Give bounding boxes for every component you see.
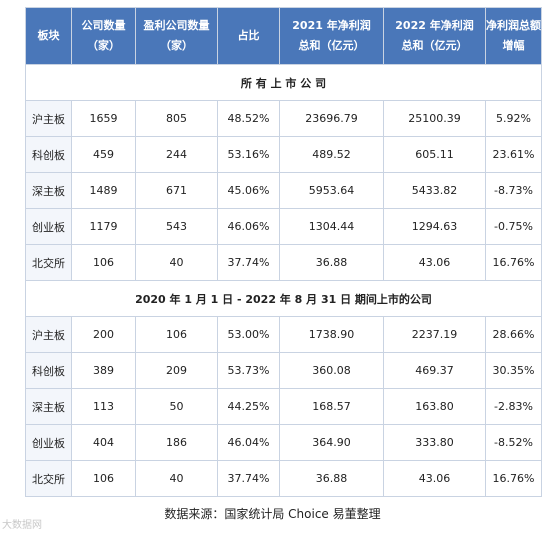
table-cell: 360.08: [279, 352, 384, 389]
table-cell: 48.52%: [217, 100, 280, 137]
table-cell: 40: [135, 244, 218, 281]
table-cell: 106: [71, 244, 136, 281]
table-cell: 364.90: [279, 424, 384, 461]
table-cell: 沪主板: [25, 100, 72, 137]
table-cell: 25100.39: [383, 100, 486, 137]
table-row: 北交所 106 40 37.74% 36.88 43.06 16.76%: [25, 244, 542, 281]
table-cell: 244: [135, 136, 218, 173]
header-growth: 净利润总额 增幅: [485, 7, 542, 65]
table-cell: 科创板: [25, 352, 72, 389]
table-row: 沪主板 200 106 53.00% 1738.90 2237.19 28.66%: [25, 316, 542, 353]
table-cell: 23.61%: [485, 136, 542, 173]
table-cell: 45.06%: [217, 172, 280, 209]
table-cell: 805: [135, 100, 218, 137]
table-cell: 30.35%: [485, 352, 542, 389]
table-cell: 163.80: [383, 388, 486, 425]
data-table: 板块 公司数量 （家） 盈利公司数量 （家） 占比 2021 年净利润 总和（亿元） …: [25, 7, 542, 497]
table-cell: 2237.19: [383, 316, 486, 353]
table-cell: 333.80: [383, 424, 486, 461]
table-cell: 43.06: [383, 460, 486, 497]
table-cell: 671: [135, 172, 218, 209]
table-cell: 106: [71, 460, 136, 497]
table-cell: 53.16%: [217, 136, 280, 173]
table-cell: 1738.90: [279, 316, 384, 353]
table-cell: 40: [135, 460, 218, 497]
table-cell: 53.73%: [217, 352, 280, 389]
table-row: 创业板 404 186 46.04% 364.90 333.80 -8.52%: [25, 424, 542, 461]
table-cell: 50: [135, 388, 218, 425]
table-cell: 389: [71, 352, 136, 389]
table-cell: -2.83%: [485, 388, 542, 425]
table-cell: 53.00%: [217, 316, 280, 353]
table-cell: 5.92%: [485, 100, 542, 137]
table-cell: 113: [71, 388, 136, 425]
table-cell: 37.74%: [217, 460, 280, 497]
table-cell: 1304.44: [279, 208, 384, 245]
table-cell: 200: [71, 316, 136, 353]
table-cell: 1489: [71, 172, 136, 209]
table-row: 科创板 459 244 53.16% 489.52 605.11 23.61%: [25, 136, 542, 173]
table-row: 深主板 113 50 44.25% 168.57 163.80 -2.83%: [25, 388, 542, 425]
table-cell: 186: [135, 424, 218, 461]
table-cell: 469.37: [383, 352, 486, 389]
table-cell: 605.11: [383, 136, 486, 173]
table-cell: 深主板: [25, 388, 72, 425]
table-cell: 北交所: [25, 460, 72, 497]
table-cell: 沪主板: [25, 316, 72, 353]
header-profit-2021: 2021 年净利润 总和（亿元）: [279, 7, 384, 65]
table-cell: 43.06: [383, 244, 486, 281]
table-cell: 创业板: [25, 424, 72, 461]
table-row: 北交所 106 40 37.74% 36.88 43.06 16.76%: [25, 460, 542, 497]
table-cell: 37.74%: [217, 244, 280, 281]
table-row: 科创板 389 209 53.73% 360.08 469.37 30.35%: [25, 352, 542, 389]
table-cell: 深主板: [25, 172, 72, 209]
table-row: 创业板 1179 543 46.06% 1304.44 1294.63 -0.75%: [25, 208, 542, 245]
table-row: 深主板 1489 671 45.06% 5953.64 5433.82 -8.73%: [25, 172, 542, 209]
table-cell: 1179: [71, 208, 136, 245]
table-cell: 5433.82: [383, 172, 486, 209]
header-profit-2022: 2022 年净利润 总和（亿元）: [383, 7, 486, 65]
table-cell: 36.88: [279, 460, 384, 497]
table-cell: 23696.79: [279, 100, 384, 137]
table-cell: 5953.64: [279, 172, 384, 209]
table-cell: 489.52: [279, 136, 384, 173]
table-cell: 209: [135, 352, 218, 389]
table-cell: 46.06%: [217, 208, 280, 245]
watermark: 大数据网: [2, 520, 42, 531]
table-cell: 46.04%: [217, 424, 280, 461]
section-header: 2020 年 1 月 1 日 - 2022 年 8 月 31 日 期间上市的公司: [25, 280, 542, 317]
table-cell: 创业板: [25, 208, 72, 245]
table-row: 沪主板 1659 805 48.52% 23696.79 25100.39 5.92%: [25, 100, 542, 137]
table-cell: 科创板: [25, 136, 72, 173]
table-cell: -8.52%: [485, 424, 542, 461]
table-cell: 36.88: [279, 244, 384, 281]
header-profitable-count: 盈利公司数量 （家）: [135, 7, 218, 65]
table-cell: 106: [135, 316, 218, 353]
section-title: 所 有 上 市 公 司: [25, 64, 542, 101]
table-cell: 28.66%: [485, 316, 542, 353]
table-cell: 168.57: [279, 388, 384, 425]
table-cell: 543: [135, 208, 218, 245]
table-cell: 1659: [71, 100, 136, 137]
table-cell: 16.76%: [485, 460, 542, 497]
section-header: 所 有 上 市 公 司: [25, 64, 542, 101]
table-cell: 44.25%: [217, 388, 280, 425]
header-board: 板块: [25, 7, 72, 65]
table-cell: 16.76%: [485, 244, 542, 281]
table-cell: -0.75%: [485, 208, 542, 245]
table-cell: -8.73%: [485, 172, 542, 209]
table-cell: 1294.63: [383, 208, 486, 245]
source-note: 数据来源：国家统计局 Choice 易董整理: [164, 507, 381, 521]
table-cell: 北交所: [25, 244, 72, 281]
section-title: 2020 年 1 月 1 日 - 2022 年 8 月 31 日 期间上市的公司: [25, 280, 542, 317]
header-row: 板块 公司数量 （家） 盈利公司数量 （家） 占比 2021 年净利润 总和（亿元） …: [25, 7, 542, 65]
table-cell: 459: [71, 136, 136, 173]
header-company-count: 公司数量 （家）: [71, 7, 136, 65]
header-ratio: 占比: [217, 7, 280, 65]
table-cell: 404: [71, 424, 136, 461]
